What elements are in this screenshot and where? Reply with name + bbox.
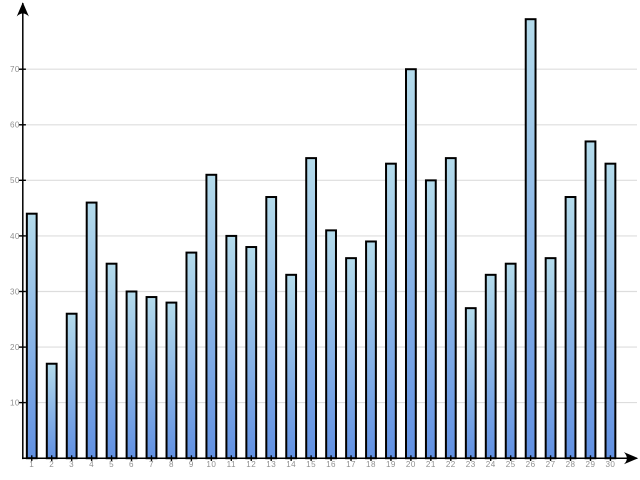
svg-text:23: 23	[466, 460, 476, 469]
svg-text:7: 7	[149, 460, 154, 469]
svg-text:30: 30	[605, 460, 615, 469]
svg-text:3: 3	[69, 460, 74, 469]
svg-text:4: 4	[89, 460, 94, 469]
svg-text:27: 27	[546, 460, 556, 469]
svg-text:60: 60	[10, 121, 20, 130]
svg-text:2: 2	[49, 460, 54, 469]
svg-text:28: 28	[566, 460, 576, 469]
svg-text:9: 9	[189, 460, 194, 469]
svg-text:22: 22	[446, 460, 456, 469]
svg-text:25: 25	[506, 460, 516, 469]
svg-text:70: 70	[10, 65, 20, 74]
svg-text:18: 18	[366, 460, 376, 469]
svg-text:20: 20	[406, 460, 416, 469]
svg-text:5: 5	[109, 460, 114, 469]
svg-text:12: 12	[246, 460, 256, 469]
svg-text:40: 40	[10, 232, 20, 241]
svg-text:20: 20	[10, 343, 20, 352]
svg-text:50: 50	[10, 176, 20, 185]
svg-text:16: 16	[326, 460, 336, 469]
svg-text:8: 8	[169, 460, 174, 469]
svg-text:19: 19	[386, 460, 396, 469]
svg-text:30: 30	[10, 287, 20, 296]
svg-text:10: 10	[206, 460, 216, 469]
svg-text:15: 15	[306, 460, 316, 469]
svg-text:1: 1	[29, 460, 34, 469]
svg-text:26: 26	[526, 460, 536, 469]
svg-text:10: 10	[10, 399, 20, 408]
svg-text:24: 24	[486, 460, 496, 469]
svg-text:14: 14	[286, 460, 296, 469]
svg-text:13: 13	[266, 460, 276, 469]
svg-text:6: 6	[129, 460, 134, 469]
svg-text:29: 29	[586, 460, 596, 469]
svg-text:17: 17	[346, 460, 356, 469]
svg-text:11: 11	[227, 460, 236, 469]
svg-text:21: 21	[426, 460, 436, 469]
